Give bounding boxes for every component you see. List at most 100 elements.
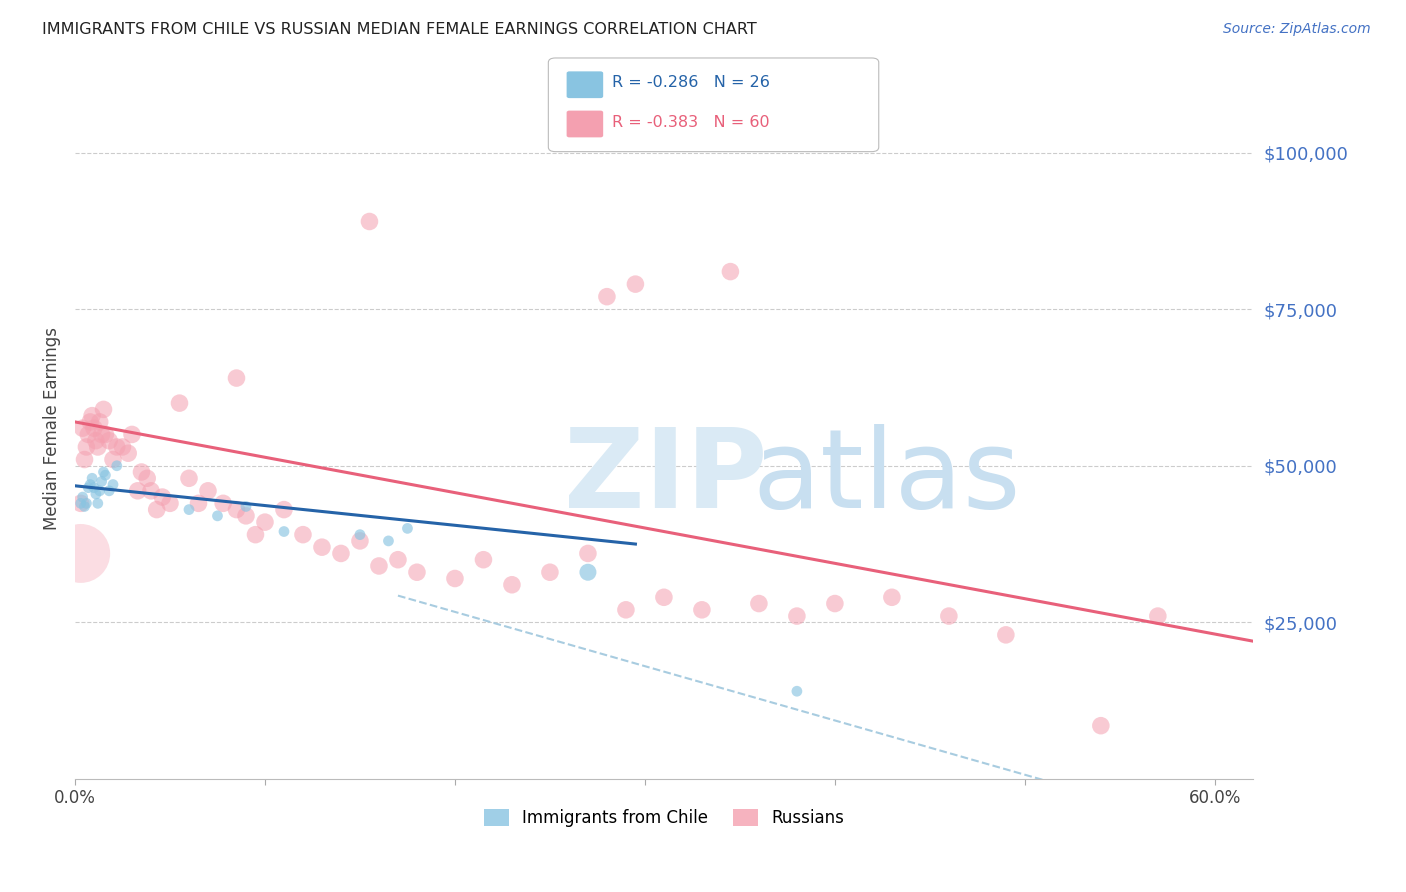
Point [235, 500, 257, 514]
Point [121, 427, 143, 442]
Point [576, 546, 599, 560]
Point [824, 597, 846, 611]
Point [187, 496, 209, 510]
Point [330, 546, 353, 560]
Point [90, 475, 112, 489]
Point [880, 591, 903, 605]
Point [225, 371, 247, 385]
Point [152, 490, 174, 504]
Point [177, 502, 200, 516]
Point [1090, 719, 1112, 733]
Point [73, 452, 96, 467]
Point [690, 603, 713, 617]
Point [93, 402, 115, 417]
Point [79, 477, 101, 491]
Point [786, 684, 808, 698]
Point [145, 502, 167, 516]
Point [90, 427, 112, 442]
Text: IMMIGRANTS FROM CHILE VS RUSSIAN MEDIAN FEMALE EARNINGS CORRELATION CHART: IMMIGRANTS FROM CHILE VS RUSSIAN MEDIAN … [42, 22, 756, 37]
Point [212, 496, 235, 510]
Point [245, 527, 267, 541]
Point [111, 440, 134, 454]
Point [87, 440, 110, 454]
Point [253, 515, 276, 529]
Point [136, 471, 159, 485]
Point [73, 500, 96, 514]
Point [1147, 609, 1170, 624]
Point [235, 508, 257, 523]
Point [311, 540, 333, 554]
Point [387, 552, 409, 566]
Point [89, 483, 111, 498]
Point [75, 496, 97, 510]
Point [98, 483, 121, 498]
Point [77, 427, 100, 442]
Point [131, 465, 153, 479]
Point [273, 502, 295, 516]
Point [84, 487, 107, 501]
Point [538, 566, 561, 580]
Point [101, 452, 124, 467]
Point [368, 558, 391, 573]
Point [159, 496, 181, 510]
Point [444, 572, 467, 586]
Point [72, 490, 94, 504]
Point [207, 508, 229, 523]
Point [72, 421, 94, 435]
Point [82, 471, 104, 485]
Text: R = -0.286   N = 26: R = -0.286 N = 26 [612, 76, 769, 90]
Point [69, 496, 91, 510]
Point [349, 533, 371, 548]
Point [105, 440, 128, 454]
Point [291, 527, 314, 541]
Point [177, 471, 200, 485]
Text: R = -0.383   N = 60: R = -0.383 N = 60 [612, 115, 769, 129]
Point [396, 521, 419, 535]
Text: ZIP: ZIP [564, 424, 768, 531]
Point [596, 290, 619, 304]
Point [652, 591, 675, 605]
Point [718, 264, 741, 278]
Point [786, 609, 808, 624]
Point [117, 446, 139, 460]
Point [624, 277, 647, 292]
Point [359, 214, 381, 228]
Point [98, 434, 121, 448]
Point [273, 524, 295, 539]
Point [472, 552, 495, 566]
Point [377, 533, 399, 548]
Point [105, 458, 128, 473]
Point [77, 481, 100, 495]
Point [197, 483, 219, 498]
Point [225, 502, 247, 516]
Point [94, 427, 117, 442]
Point [349, 527, 371, 541]
Point [84, 434, 107, 448]
Point [83, 481, 105, 495]
Point [79, 415, 101, 429]
Point [139, 483, 162, 498]
Point [406, 566, 429, 580]
Text: Source: ZipAtlas.com: Source: ZipAtlas.com [1223, 22, 1371, 37]
Point [501, 578, 523, 592]
Point [94, 468, 117, 483]
Point [127, 483, 149, 498]
Point [169, 396, 191, 410]
Y-axis label: Median Female Earnings: Median Female Earnings [44, 326, 60, 530]
Point [614, 603, 637, 617]
Point [69, 496, 91, 510]
Point [87, 496, 110, 510]
Point [938, 609, 960, 624]
Point [994, 628, 1017, 642]
Point [101, 477, 124, 491]
Point [89, 415, 111, 429]
Legend: Immigrants from Chile, Russians: Immigrants from Chile, Russians [477, 802, 851, 834]
Point [93, 465, 115, 479]
Point [69, 546, 91, 560]
Point [75, 440, 97, 454]
Point [83, 421, 105, 435]
Point [82, 409, 104, 423]
Point [576, 566, 599, 580]
Text: atlas: atlas [752, 424, 1021, 531]
Point [748, 597, 770, 611]
